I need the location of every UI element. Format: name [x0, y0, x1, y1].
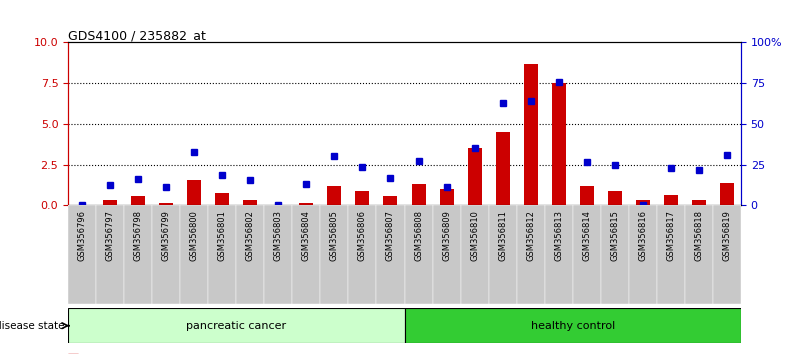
Bar [208, 205, 236, 304]
Bar [580, 186, 594, 205]
Bar [96, 205, 124, 304]
Text: GSM356806: GSM356806 [358, 210, 367, 261]
Bar [376, 205, 405, 304]
Bar [496, 132, 509, 205]
Bar [685, 205, 713, 304]
Text: GSM356817: GSM356817 [666, 210, 675, 261]
Bar [629, 205, 657, 304]
Text: healthy control: healthy control [530, 321, 615, 331]
Text: GSM356803: GSM356803 [274, 210, 283, 261]
Bar [601, 205, 629, 304]
Text: disease state: disease state [0, 321, 65, 331]
Bar [159, 203, 173, 205]
Bar [608, 191, 622, 205]
Text: GSM356815: GSM356815 [610, 210, 619, 261]
Bar [545, 205, 573, 304]
Text: GSM356807: GSM356807 [386, 210, 395, 261]
Bar [489, 205, 517, 304]
Bar [657, 205, 685, 304]
Bar [292, 205, 320, 304]
Text: GSM356798: GSM356798 [134, 210, 143, 261]
Bar [573, 205, 601, 304]
Bar [131, 196, 145, 205]
Text: GSM356812: GSM356812 [526, 210, 535, 261]
Bar [103, 200, 117, 205]
Bar [713, 205, 741, 304]
Bar [68, 308, 405, 343]
Bar [348, 205, 376, 304]
Bar [187, 180, 201, 205]
Text: GSM356811: GSM356811 [498, 210, 507, 261]
Bar [356, 192, 369, 205]
Bar [264, 205, 292, 304]
Bar [468, 148, 481, 205]
Text: GSM356796: GSM356796 [78, 210, 87, 261]
Bar [552, 83, 566, 205]
Text: GDS4100 / 235882_at: GDS4100 / 235882_at [68, 29, 206, 42]
Text: GSM356810: GSM356810 [470, 210, 479, 261]
Text: GSM356814: GSM356814 [582, 210, 591, 261]
Text: GSM356802: GSM356802 [246, 210, 255, 261]
Text: GSM356797: GSM356797 [106, 210, 115, 261]
Bar [405, 308, 741, 343]
Text: GSM356799: GSM356799 [162, 210, 171, 261]
Bar [517, 205, 545, 304]
Bar [692, 200, 706, 205]
Bar [720, 183, 734, 205]
Bar [524, 64, 537, 205]
Bar [433, 205, 461, 304]
Text: GSM356819: GSM356819 [723, 210, 731, 261]
Bar [440, 189, 453, 205]
Text: GSM356801: GSM356801 [218, 210, 227, 261]
Text: pancreatic cancer: pancreatic cancer [186, 321, 287, 331]
Bar [664, 195, 678, 205]
Bar [320, 205, 348, 304]
Bar [236, 205, 264, 304]
Bar [300, 203, 313, 205]
Text: GSM356808: GSM356808 [414, 210, 423, 261]
Bar [124, 205, 152, 304]
Bar [152, 205, 180, 304]
Text: GSM356800: GSM356800 [190, 210, 199, 261]
Text: GSM356813: GSM356813 [554, 210, 563, 261]
Text: GSM356804: GSM356804 [302, 210, 311, 261]
Text: GSM356805: GSM356805 [330, 210, 339, 261]
Bar [328, 186, 341, 205]
Bar [215, 193, 229, 205]
Text: GSM356818: GSM356818 [694, 210, 703, 261]
Bar [384, 196, 397, 205]
Bar [244, 200, 257, 205]
Text: GSM356809: GSM356809 [442, 210, 451, 261]
Bar [180, 205, 208, 304]
Bar [461, 205, 489, 304]
Bar [412, 184, 425, 205]
Bar [68, 205, 96, 304]
Bar [636, 200, 650, 205]
Text: GSM356816: GSM356816 [638, 210, 647, 261]
Bar [405, 205, 433, 304]
